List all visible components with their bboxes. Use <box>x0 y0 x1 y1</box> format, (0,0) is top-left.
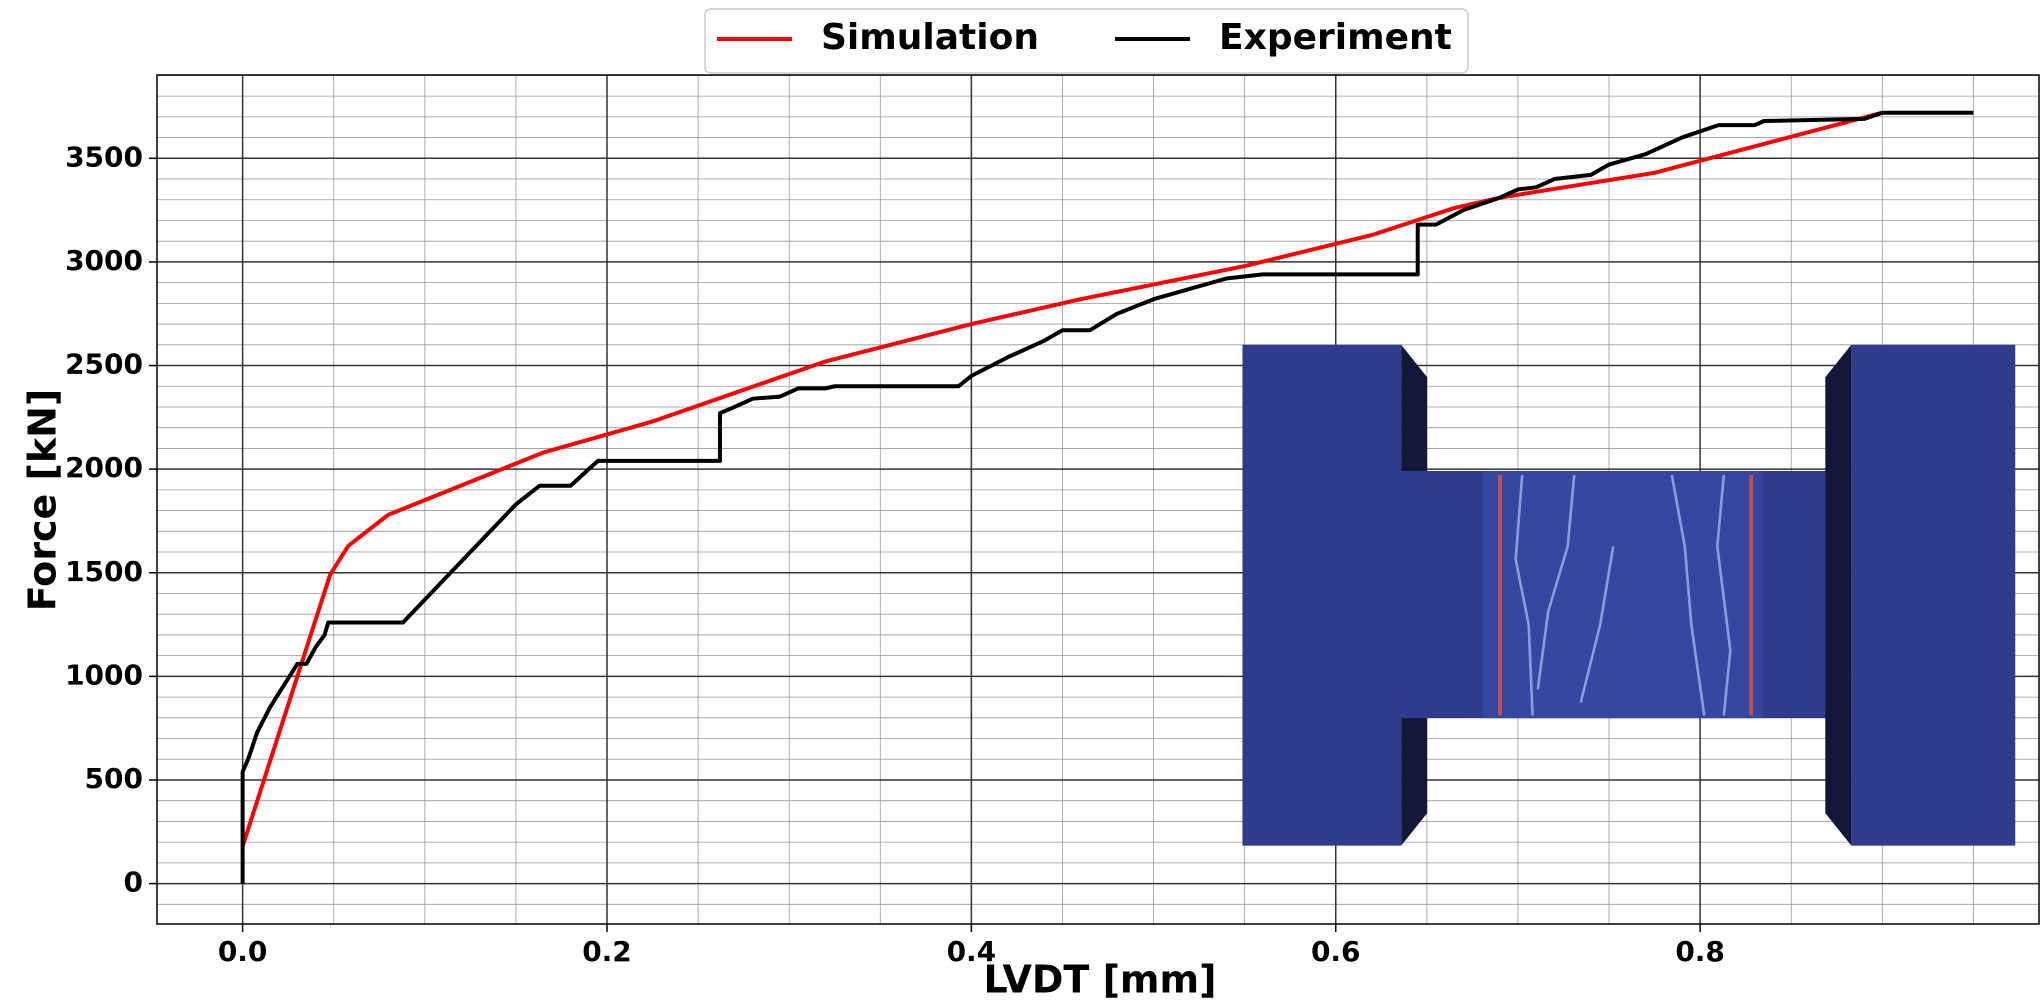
y-tick-label: 0 <box>124 866 143 899</box>
y-tick-label: 3500 <box>65 140 143 173</box>
x-tick-label: 0.8 <box>1675 935 1725 968</box>
legend-label: Experiment <box>1219 17 1452 58</box>
y-tick-label: 1000 <box>65 658 143 691</box>
y-tick-label: 2000 <box>65 451 143 484</box>
x-tick-label: 0.0 <box>218 935 268 968</box>
plot-frame <box>156 74 2040 925</box>
specimen-inset <box>1242 344 2016 846</box>
series-line <box>240 110 1974 884</box>
x-axis-label: LVDT [mm] <box>983 958 1216 1002</box>
legend: Simulation Experiment <box>704 8 1469 74</box>
y-axis-label: Force [kN] <box>21 389 65 612</box>
y-tick-label: 3000 <box>65 244 143 277</box>
x-tick-label: 0.4 <box>947 935 997 968</box>
x-tick-label: 0.2 <box>582 935 632 968</box>
y-tick-label: 1500 <box>65 555 143 588</box>
y-tick-label: 2500 <box>65 348 143 381</box>
legend-label: Simulation <box>821 17 1039 58</box>
x-tick-label: 0.6 <box>1311 935 1361 968</box>
y-tick-label: 500 <box>85 762 143 795</box>
